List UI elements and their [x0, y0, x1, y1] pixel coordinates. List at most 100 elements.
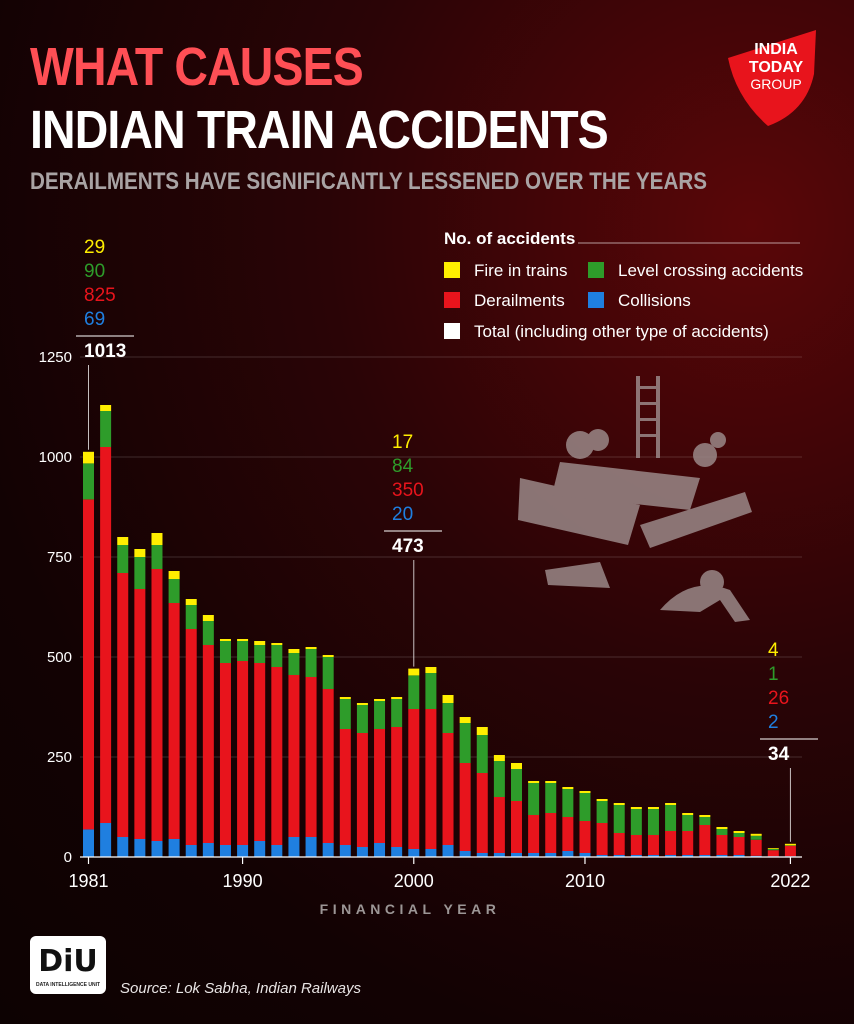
- bar-derailments: [185, 629, 197, 845]
- bar-collisions: [271, 845, 283, 857]
- bar-level_crossing: [767, 849, 779, 851]
- bar-collisions: [562, 851, 574, 857]
- bar-collisions: [339, 845, 351, 857]
- bar-level_crossing: [322, 657, 334, 689]
- bar-derailments: [579, 821, 591, 853]
- bar-collisions: [442, 845, 454, 857]
- annotation-fire: 4: [768, 640, 779, 661]
- bar-fire: [185, 599, 197, 605]
- bar-level_crossing: [733, 833, 745, 837]
- bar-fire: [254, 641, 266, 645]
- bar-collisions: [716, 855, 728, 857]
- bar-derailments: [562, 817, 574, 851]
- bar-level_crossing: [83, 463, 94, 500]
- bar-level_crossing: [237, 641, 249, 661]
- bar-fire: [699, 815, 711, 817]
- legend-swatch-collisions: [588, 292, 604, 308]
- bar-level_crossing: [219, 641, 231, 663]
- bar-derailments: [305, 677, 317, 837]
- bar-fire: [579, 791, 591, 793]
- annotation-collisions: 2: [768, 712, 779, 733]
- x-axis: 1981 1990 2000 2010 2022 FINANCIAL YEAR: [68, 856, 810, 917]
- bar-derailments: [699, 825, 711, 855]
- x-axis-title: FINANCIAL YEAR: [320, 901, 501, 917]
- subtitle: DERAILMENTS HAVE SIGNIFICANTLY LESSENED …: [30, 168, 708, 195]
- bar-level_crossing: [254, 645, 266, 663]
- bar-level_crossing: [168, 579, 180, 603]
- train-accident-icon: [518, 376, 752, 622]
- annotation-level_crossing: 1: [768, 664, 779, 685]
- y-tick-label: 0: [64, 849, 72, 866]
- bar-collisions: [254, 841, 266, 857]
- bar-collisions: [305, 837, 317, 857]
- bar-collisions: [665, 855, 677, 857]
- legend: No. of accidents Fire in trains Level cros…: [444, 229, 803, 341]
- bar-level_crossing: [408, 675, 420, 709]
- bar-collisions: [288, 837, 300, 857]
- diu-badge-sub: DATA INTELLIGENCE UNIT: [35, 982, 101, 988]
- bar-derailments: [613, 833, 625, 855]
- bar-level_crossing: [100, 411, 112, 447]
- annotation-collisions: 69: [84, 309, 105, 330]
- bar-fire: [408, 668, 420, 676]
- legend-swatch-total: [444, 323, 460, 339]
- bar-collisions: [408, 849, 420, 857]
- bar-derailments: [630, 835, 642, 855]
- bar-level_crossing: [562, 789, 574, 817]
- y-axis-ticks: 0 250 500 750 1000 1250: [39, 349, 72, 866]
- bar-derailments: [750, 839, 762, 856]
- legend-title: No. of accidents: [444, 229, 575, 248]
- bar-level_crossing: [476, 735, 488, 773]
- bar-derailments: [219, 663, 231, 845]
- bar-collisions: [647, 855, 659, 857]
- bar-derailments: [665, 831, 677, 855]
- bar-level_crossing: [117, 545, 129, 573]
- bar-fire: [305, 647, 317, 649]
- bar-collisions: [493, 853, 505, 857]
- bar-derailments: [528, 815, 540, 853]
- bar-derailments: [511, 801, 522, 853]
- y-tick-label: 1250: [39, 349, 72, 366]
- bar-fire: [784, 843, 796, 846]
- bar-fire: [613, 803, 625, 805]
- bar-derailments: [493, 797, 505, 853]
- bar-collisions: [374, 843, 386, 857]
- bar-derailments: [733, 837, 745, 855]
- bar-derailments: [476, 773, 488, 853]
- bar-fire: [356, 703, 368, 705]
- bar-derailments: [545, 813, 557, 853]
- bar-derailments: [151, 569, 163, 841]
- bar-fire: [562, 787, 574, 789]
- bar-level_crossing: [151, 545, 163, 569]
- legend-label-collisions: Collisions: [618, 291, 691, 310]
- bar-fire: [425, 667, 437, 673]
- bar-collisions: [151, 841, 163, 857]
- bar-derailments: [134, 589, 146, 839]
- bar-collisions: [682, 855, 694, 857]
- bar-derailments: [374, 729, 386, 843]
- bar-level_crossing: [339, 699, 351, 729]
- bar-level_crossing: [511, 769, 522, 801]
- bar-level_crossing: [682, 815, 694, 831]
- x-tick-label: 1990: [223, 871, 263, 891]
- bar-collisions: [134, 839, 146, 857]
- annotation-total: 34: [768, 744, 790, 765]
- bar-level_crossing: [185, 605, 197, 629]
- bar-collisions: [459, 851, 471, 857]
- bar-level_crossing: [442, 703, 454, 733]
- bar-fire: [528, 781, 540, 783]
- bar-collisions: [528, 853, 540, 857]
- bar-level_crossing: [391, 699, 403, 727]
- bar-fire: [476, 727, 488, 735]
- bar-level_crossing: [699, 817, 711, 825]
- annotation-total: 473: [392, 536, 424, 557]
- bar-derailments: [408, 709, 420, 849]
- bar-collisions: [476, 853, 488, 857]
- bar-fire: [391, 697, 403, 699]
- bar-collisions: [219, 845, 231, 857]
- legend-swatch-level_crossing: [588, 262, 604, 278]
- bar-fire: [219, 639, 231, 641]
- bar-collisions: [100, 823, 112, 857]
- bar-level_crossing: [202, 621, 214, 645]
